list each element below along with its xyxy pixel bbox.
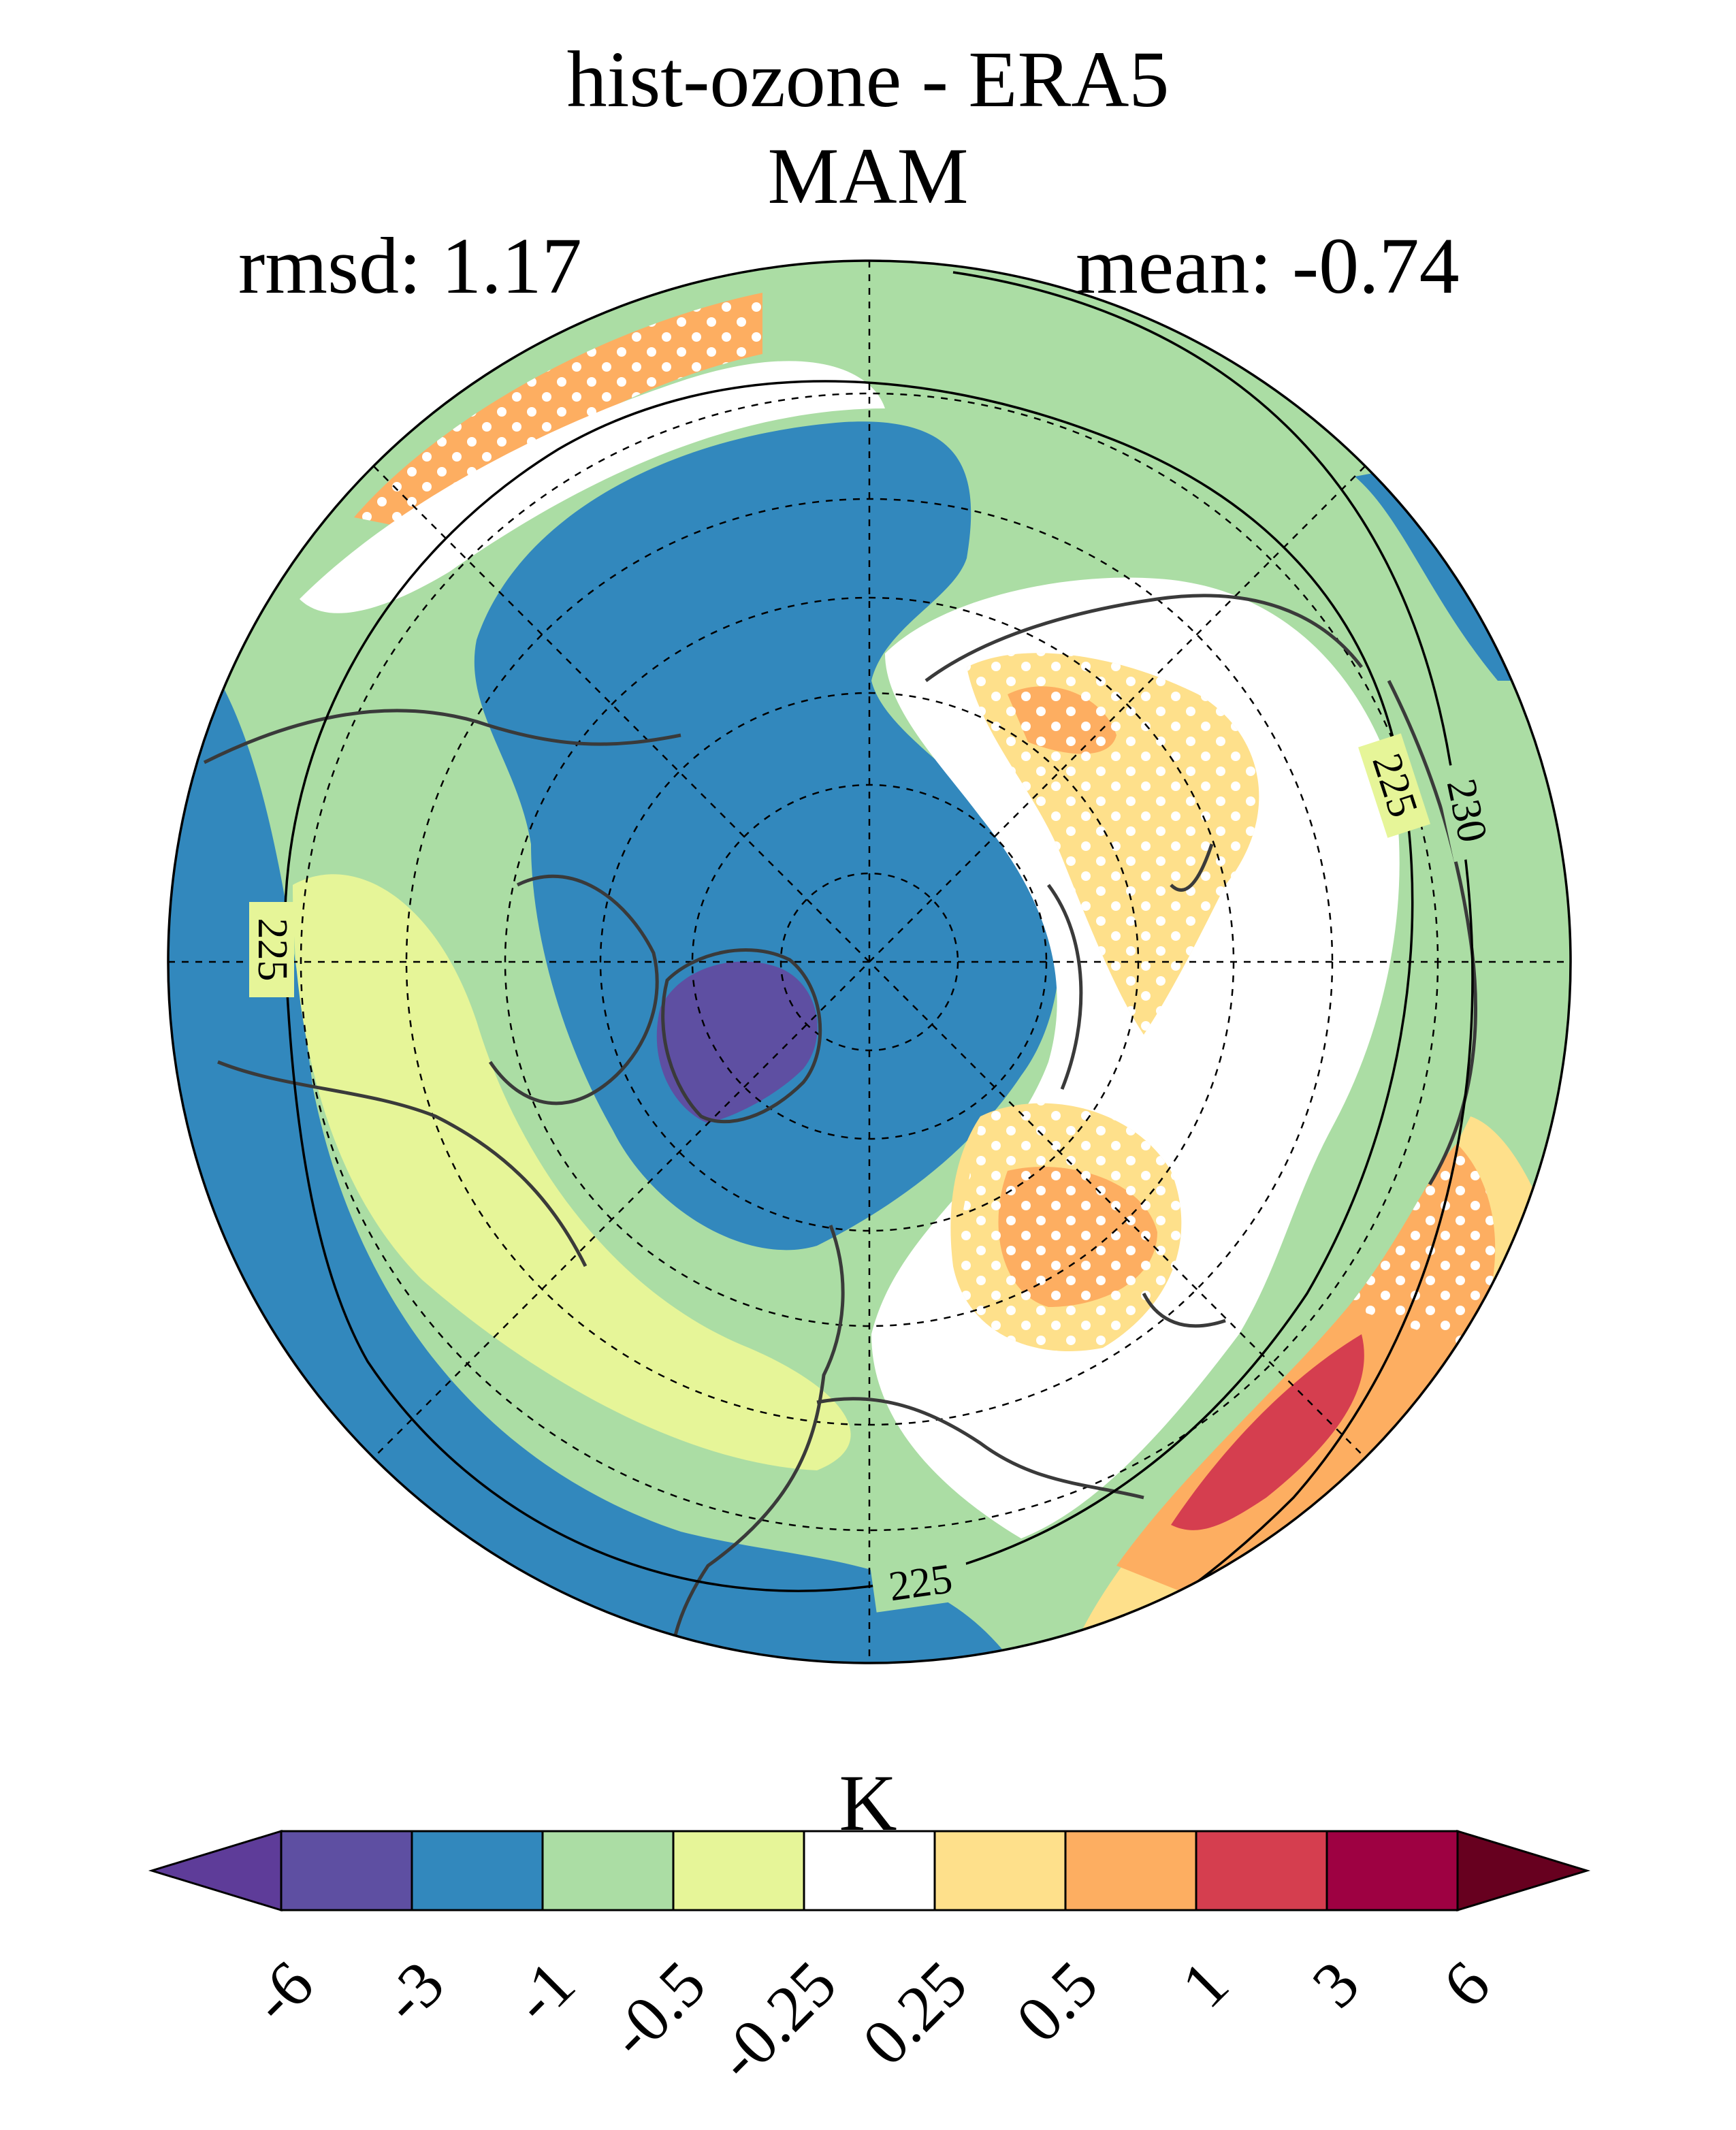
coast-east-asia [1387, 679, 1477, 1186]
purple-region-greenland [656, 961, 818, 1123]
colorbar-bin [541, 1830, 675, 1911]
meridian-135e-45w [373, 466, 1366, 1458]
coast-mediterranean [816, 1397, 1144, 1500]
colorbar-bin [1064, 1830, 1197, 1911]
red-region-southeast [1171, 1334, 1364, 1530]
colorbar-bin [1195, 1830, 1328, 1911]
colorbar-bin [933, 1830, 1067, 1911]
coast-baikal [1170, 843, 1214, 892]
colorbar-extend-high [1456, 1829, 1591, 1912]
rmsd-label: rmsd: 1.17 [238, 221, 582, 310]
coast-greenland [661, 948, 822, 1124]
stipple-southeast [1348, 1144, 1496, 1348]
colorbar-bin [803, 1830, 936, 1911]
coast-atlantic-europe [671, 1225, 845, 1663]
blue-region-west [168, 613, 1021, 1663]
coast-ural [1046, 884, 1083, 1090]
colorbar-bin [411, 1830, 544, 1911]
stipple-siberia [967, 653, 1259, 1035]
chart-subtitle-season: MAM [767, 131, 969, 221]
stipple-central-asia [953, 1103, 1182, 1351]
stipple-northwest [354, 293, 762, 531]
coast-caspian [1142, 1292, 1226, 1328]
colorbar-bin [672, 1830, 805, 1911]
polar-map: 225 225 225 230 [167, 259, 1572, 1664]
coast-north-america-west [217, 1060, 588, 1268]
chart-title: hist-ozone - ERA5 [566, 35, 1170, 124]
coast-siberia [925, 594, 1363, 683]
contour-label-south: 225 [886, 1555, 955, 1610]
colorbar-bin [1325, 1830, 1459, 1911]
mean-label: mean: -0.74 [1076, 221, 1460, 310]
coast-alaska-north [203, 709, 681, 764]
map-boundary [167, 259, 1572, 1664]
colorbar-extend-low [148, 1829, 283, 1912]
contour-225 [283, 380, 1414, 1592]
contour-label-west: 225 [249, 918, 295, 982]
coast-canadian-archipelago [488, 874, 659, 1106]
colorbar-unit-label: K [839, 1758, 897, 1847]
blue-region-polar [474, 421, 1060, 1250]
white-band-northwest [300, 361, 885, 613]
yellowgreen-region-west [293, 874, 851, 1470]
graticule [168, 261, 1571, 1663]
contour-230 [952, 271, 1474, 1662]
contour-lines [283, 271, 1474, 1662]
coastlines [203, 594, 1477, 1663]
colorbar-bin [280, 1830, 413, 1911]
